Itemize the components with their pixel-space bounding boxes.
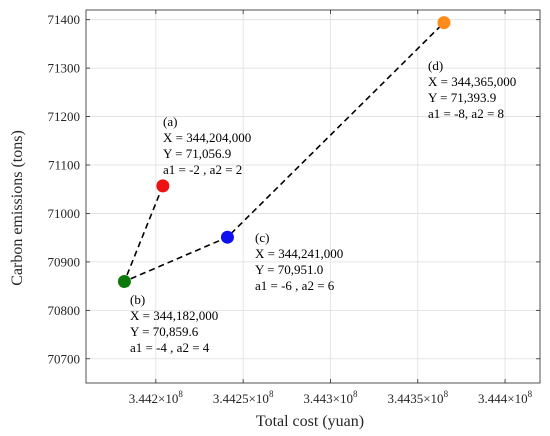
x-tick-label: 3.442×108 [129,389,184,406]
annotation-line: (a) [163,114,177,129]
y-tick-label: 71300 [48,61,81,76]
x-tick-exponent: 8 [444,389,449,399]
y-axis-label: Carbon emissions (tons) [9,130,26,286]
grid-lines [86,10,540,383]
annotation-line: a1 = -4 , a2 = 4 [130,340,210,355]
annotation-line: a1 = -2 , a2 = 2 [163,162,242,177]
x-tick-label: 3.443×108 [303,389,358,406]
axis-ticks [86,10,540,383]
plot-area-frame [85,9,541,384]
x-tick-exponent: 8 [353,389,358,399]
x-tick-mantissa: 3.444 [478,391,508,406]
annotation-line: Y = 71,056.9 [163,146,231,161]
y-tick-label: 70700 [48,351,81,366]
x-tick-mantissa: 3.4435 [387,391,423,406]
x-axis-label: Total cost (yuan) [256,413,364,430]
y-tick-label: 71400 [48,12,81,27]
annotation-line: (b) [130,292,145,307]
y-tick-label: 71000 [48,206,81,221]
annotation-line: Y = 70,951.0 [255,262,323,277]
y-tick-label: 71100 [48,158,80,173]
x-tick-labels: 3.442×108 3.4425×108 3.443×108 3.4435×108 3.… [129,389,533,406]
annotation-line: Y = 71,393.9 [428,90,496,105]
x-tick-label: 3.444×108 [478,389,533,406]
annotation-line: X = 344,182,000 [130,308,218,323]
y-tick-label: 70900 [48,254,81,269]
data-point-a [156,179,170,193]
x-tick-mantissa: 3.442 [129,391,158,406]
x-tick-times: ×10 [507,391,527,406]
x-tick-exponent: 8 [528,389,533,399]
x-tick-times: ×10 [423,391,443,406]
annotation-line: (d) [428,58,443,73]
y-tick-label: 71200 [48,109,81,124]
annotation-line: X = 344,241,000 [255,246,343,261]
annotation-line: (c) [255,230,269,245]
data-point-c [220,230,234,244]
annotation-line: X = 344,204,000 [163,130,251,145]
x-tick-label: 3.4435×108 [387,389,448,406]
x-tick-exponent: 8 [178,389,183,399]
x-tick-times: ×10 [249,391,269,406]
annotation-line: a1 = -6 , a2 = 6 [255,278,335,293]
dashed-connector-line [122,22,445,284]
x-tick-label: 3.4425×108 [213,389,274,406]
annotation-line: a1 = -8, a2 = 8 [428,106,504,121]
data-point-d [437,16,451,30]
y-tick-labels: 70700 70800 70900 71000 71100 71200 71300 71400 [48,12,81,366]
x-tick-mantissa: 3.443 [303,391,332,406]
data-point-b [117,274,131,288]
x-tick-times: ×10 [333,391,353,406]
annotation-line: Y = 70,859.6 [130,324,199,339]
x-tick-mantissa: 3.4425 [213,391,249,406]
data-point-markers [117,16,451,288]
x-tick-times: ×10 [158,391,178,406]
annotation-line: X = 344,365,000 [428,74,516,89]
y-tick-label: 70800 [48,303,81,318]
x-tick-exponent: 8 [269,389,274,399]
